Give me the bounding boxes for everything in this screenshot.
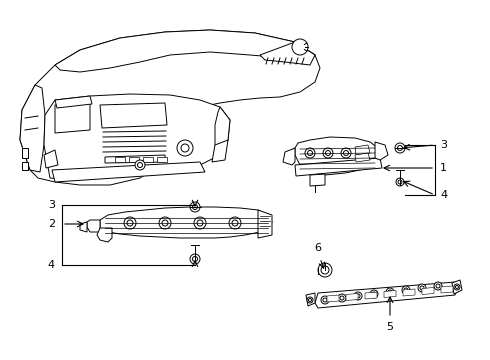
Circle shape xyxy=(305,148,315,158)
Circle shape xyxy=(127,220,133,226)
Circle shape xyxy=(386,288,394,296)
Circle shape xyxy=(135,160,145,170)
Polygon shape xyxy=(283,148,295,165)
Circle shape xyxy=(124,217,136,229)
Circle shape xyxy=(397,145,402,150)
Polygon shape xyxy=(157,157,167,162)
Circle shape xyxy=(388,290,392,294)
Polygon shape xyxy=(20,30,320,185)
Circle shape xyxy=(190,202,200,212)
Polygon shape xyxy=(80,222,87,232)
Circle shape xyxy=(372,292,376,296)
Circle shape xyxy=(323,298,327,302)
Polygon shape xyxy=(384,291,396,297)
Circle shape xyxy=(321,266,329,274)
Circle shape xyxy=(434,282,442,290)
Polygon shape xyxy=(143,157,153,162)
Circle shape xyxy=(398,180,402,184)
Polygon shape xyxy=(22,148,28,158)
Circle shape xyxy=(177,140,193,156)
Circle shape xyxy=(395,143,405,153)
Circle shape xyxy=(396,178,404,186)
Circle shape xyxy=(181,144,189,152)
Polygon shape xyxy=(20,85,45,172)
Polygon shape xyxy=(375,142,388,160)
Circle shape xyxy=(354,292,362,300)
Polygon shape xyxy=(346,293,358,301)
Polygon shape xyxy=(327,295,339,302)
Polygon shape xyxy=(55,96,92,108)
Polygon shape xyxy=(355,153,370,162)
Circle shape xyxy=(138,162,143,167)
Circle shape xyxy=(418,284,426,292)
Circle shape xyxy=(338,294,346,302)
Text: 3: 3 xyxy=(440,140,447,150)
Polygon shape xyxy=(52,162,205,182)
Circle shape xyxy=(436,284,440,288)
Polygon shape xyxy=(87,220,100,232)
Circle shape xyxy=(197,220,203,226)
Circle shape xyxy=(307,297,313,303)
Circle shape xyxy=(420,286,424,290)
Polygon shape xyxy=(306,293,315,306)
Circle shape xyxy=(193,256,197,261)
Circle shape xyxy=(340,296,344,300)
Polygon shape xyxy=(441,286,453,293)
Polygon shape xyxy=(422,288,434,294)
Text: 6: 6 xyxy=(315,243,321,253)
Polygon shape xyxy=(100,207,272,238)
Polygon shape xyxy=(44,150,58,168)
Polygon shape xyxy=(403,289,415,296)
Polygon shape xyxy=(260,42,315,65)
Circle shape xyxy=(323,148,333,158)
Polygon shape xyxy=(452,280,462,294)
Text: 4: 4 xyxy=(48,260,55,270)
Text: 4: 4 xyxy=(440,190,447,200)
Polygon shape xyxy=(100,103,167,128)
Circle shape xyxy=(456,285,459,288)
Polygon shape xyxy=(105,155,165,163)
Circle shape xyxy=(404,288,408,292)
Text: 5: 5 xyxy=(387,322,393,332)
Polygon shape xyxy=(212,140,228,162)
Circle shape xyxy=(190,254,200,264)
Circle shape xyxy=(308,150,313,156)
Polygon shape xyxy=(55,30,315,72)
Circle shape xyxy=(292,39,308,55)
Polygon shape xyxy=(295,137,378,175)
Text: 1: 1 xyxy=(440,163,447,173)
Circle shape xyxy=(454,284,460,290)
Polygon shape xyxy=(258,210,272,238)
Circle shape xyxy=(356,294,360,298)
Polygon shape xyxy=(55,102,90,133)
Polygon shape xyxy=(295,158,382,176)
Text: 2: 2 xyxy=(48,219,55,229)
Circle shape xyxy=(159,217,171,229)
Circle shape xyxy=(309,298,312,302)
Circle shape xyxy=(194,217,206,229)
Polygon shape xyxy=(355,145,370,155)
Circle shape xyxy=(343,150,348,156)
Polygon shape xyxy=(115,157,125,162)
Circle shape xyxy=(341,148,351,158)
Circle shape xyxy=(325,150,330,156)
Polygon shape xyxy=(315,282,458,308)
Circle shape xyxy=(162,220,168,226)
Circle shape xyxy=(193,204,197,210)
Polygon shape xyxy=(215,107,230,155)
Polygon shape xyxy=(44,94,230,180)
Polygon shape xyxy=(129,157,139,162)
Circle shape xyxy=(321,296,329,304)
Circle shape xyxy=(402,286,410,294)
Polygon shape xyxy=(22,162,28,170)
Circle shape xyxy=(232,220,238,226)
Polygon shape xyxy=(97,228,112,242)
Text: 3: 3 xyxy=(48,200,55,210)
Circle shape xyxy=(370,290,378,298)
Polygon shape xyxy=(310,174,325,186)
Circle shape xyxy=(229,217,241,229)
Polygon shape xyxy=(365,292,377,299)
Circle shape xyxy=(318,263,332,277)
